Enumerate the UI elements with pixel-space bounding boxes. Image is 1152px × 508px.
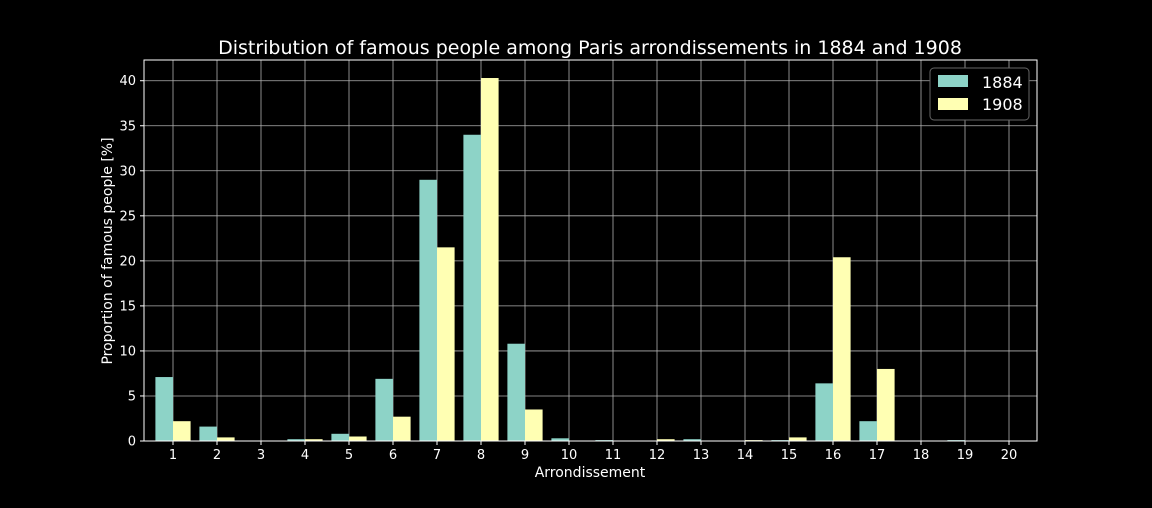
- plot-frame: [143, 59, 1038, 442]
- grid: [144, 60, 1037, 442]
- x-tick-label: 14: [737, 448, 754, 463]
- y-tick-label: 40: [119, 74, 136, 89]
- x-tick-label: 19: [957, 448, 974, 463]
- bar-1908-6: [393, 416, 411, 441]
- x-tick-label: 7: [433, 448, 441, 463]
- x-tick-label: 9: [521, 448, 529, 463]
- bar-1908-9: [525, 409, 543, 441]
- bar-1908-4: [305, 439, 323, 441]
- bar-1908-2: [217, 437, 235, 441]
- bar-1884-9: [507, 343, 525, 441]
- chart-title: Distribution of famous people among Pari…: [218, 37, 962, 59]
- x-tick-label: 12: [649, 448, 666, 463]
- bar-1908-16: [833, 257, 851, 441]
- bar-1884-8: [463, 134, 481, 442]
- y-tick-label: 0: [128, 435, 136, 450]
- legend-swatch-1908: [938, 98, 968, 110]
- bar-1908-15: [789, 437, 807, 441]
- x-tick-label: 16: [825, 448, 842, 463]
- bar-1884-7: [419, 179, 437, 442]
- bar-1884-4: [287, 439, 305, 441]
- y-tick-label: 35: [119, 119, 136, 134]
- x-tick-label: 6: [389, 448, 397, 463]
- bar-1884-17: [859, 421, 877, 441]
- bar-1884-13: [683, 439, 701, 441]
- y-tick-label: 20: [119, 254, 136, 269]
- x-tick-label: 18: [913, 448, 930, 463]
- y-axis-label: Proportion of famous people [%]: [100, 137, 116, 364]
- x-tick-label: 17: [869, 448, 886, 463]
- x-tick-label: 1: [169, 448, 177, 463]
- x-tick-label: 3: [257, 448, 265, 463]
- x-tick-label: 13: [693, 448, 710, 463]
- legend-label-1884: 1884: [982, 73, 1023, 92]
- x-axis-label: Arrondissement: [535, 465, 646, 481]
- bar-1884-5: [331, 433, 349, 441]
- x-ticks: 1 2 3 4 5 6 7 8 9 10 11 12 13 14 15 16 17 18 19 20: [169, 441, 1017, 463]
- x-tick-label: 4: [301, 448, 309, 463]
- bars: [155, 78, 965, 442]
- y-tick-label: 5: [128, 389, 136, 404]
- y-ticks: 0 5 10 15 20 25 30 35 40: [119, 74, 144, 450]
- y-tick-label: 30: [119, 164, 136, 179]
- bar-1908-17: [877, 368, 895, 441]
- bar-1884-10: [551, 438, 569, 441]
- bar-1884-6: [375, 378, 393, 441]
- bar-1908-7: [437, 247, 455, 441]
- x-tick-label: 15: [781, 448, 798, 463]
- bar-1908-1: [173, 421, 191, 441]
- y-tick-label: 10: [119, 344, 136, 359]
- legend-label-1908: 1908: [982, 95, 1023, 114]
- bar-1908-8: [481, 78, 499, 441]
- bar-1908-12: [657, 439, 675, 441]
- bar-1884-2: [199, 426, 217, 441]
- x-tick-label: 20: [1001, 448, 1018, 463]
- legend-swatch-1884: [938, 75, 968, 87]
- legend: 1884 1908: [929, 67, 1030, 121]
- x-tick-label: 11: [605, 448, 622, 463]
- bar-1884-1: [155, 377, 173, 441]
- x-tick-label: 5: [345, 448, 353, 463]
- x-tick-label: 10: [561, 448, 578, 463]
- bar-1884-16: [815, 383, 833, 441]
- y-tick-label: 25: [119, 209, 136, 224]
- x-tick-label: 8: [477, 448, 485, 463]
- x-tick-label: 2: [213, 448, 221, 463]
- y-tick-label: 15: [119, 299, 136, 314]
- bar-1908-5: [349, 436, 367, 441]
